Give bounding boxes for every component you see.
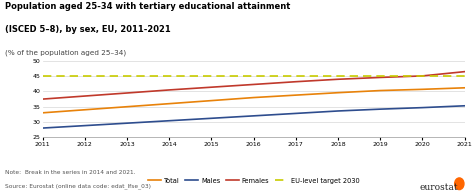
Text: (% of the population aged 25–34): (% of the population aged 25–34): [5, 49, 126, 55]
Legend: Total, Males, Females, EU-level target 2030: Total, Males, Females, EU-level target 2…: [145, 175, 362, 186]
Text: (ISCED 5–8), by sex, EU, 2011-2021: (ISCED 5–8), by sex, EU, 2011-2021: [5, 25, 171, 34]
Text: Population aged 25-34 with tertiary educational attainment: Population aged 25-34 with tertiary educ…: [5, 2, 290, 11]
Text: eurostat: eurostat: [419, 183, 458, 192]
Circle shape: [455, 178, 464, 190]
Text: Note:  Break in the series in 2014 and 2021.: Note: Break in the series in 2014 and 20…: [5, 170, 135, 175]
Text: Source: Eurostat (online data code: edat_lfse_03): Source: Eurostat (online data code: edat…: [5, 183, 151, 189]
